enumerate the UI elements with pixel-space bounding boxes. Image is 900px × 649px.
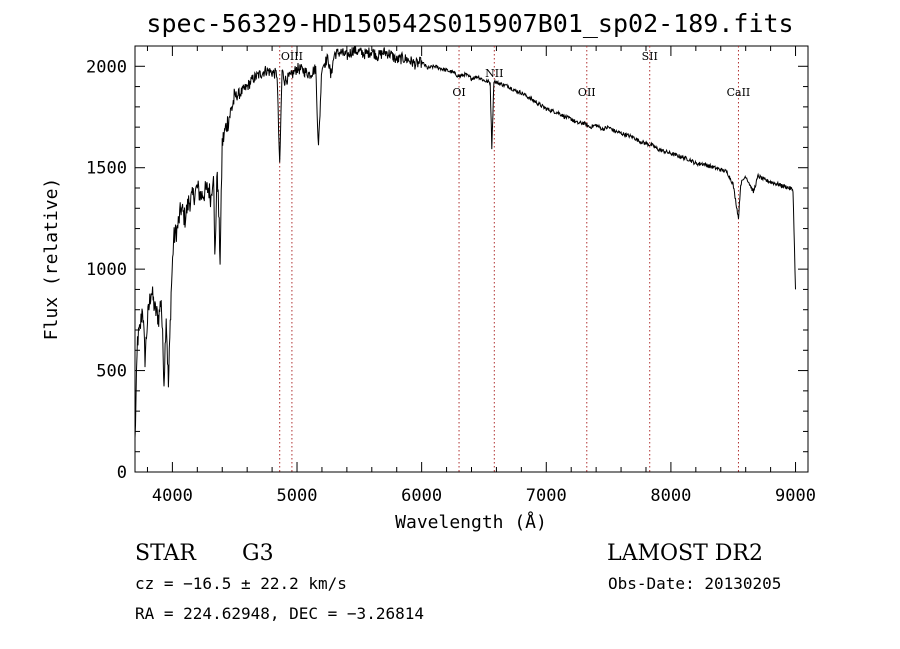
x-tick-label: 5000 [277,486,318,506]
reference-lines [279,46,739,472]
y-axis-label: Flux (relative) [41,178,62,341]
line-label-sii: SII [642,50,658,63]
line-label-caii: CaII [727,86,751,99]
ra-dec-coords: RA = 224.62948, DEC = −3.26814 [135,604,424,623]
x-tick-label: 4000 [152,486,193,506]
subclass: G3 [242,541,274,566]
redshift-cz: cz = −16.5 ± 22.2 km/s [135,574,347,593]
survey-name: LAMOST DR2 [607,541,763,566]
y-tick-label: 2000 [86,57,127,77]
line-label-oii: OII [578,86,596,99]
plot-frame [134,45,809,473]
line-label-oi: OI [452,86,465,99]
line-label-nii: NII [485,67,503,80]
x-tick-label: 9000 [775,486,816,506]
line-labels: OIII OI NII OII SII CaII [281,50,750,99]
y-tick-label: 0 [117,463,127,483]
line-label-oiii: OIII [281,50,303,63]
x-tick-label: 7000 [526,486,567,506]
object-class: STAR [135,541,197,566]
y-tick-label: 1500 [86,159,127,179]
x-axis-ticks: 4000 5000 6000 7000 8000 9000 [146,46,816,506]
y-axis-ticks: 0 500 1000 1500 2000 [86,45,808,483]
chart-title: spec-56329-HD150542S015907B01_sp02-189.f… [146,9,793,38]
y-tick-label: 500 [96,362,127,382]
x-axis-label: Wavelength (Å) [395,511,547,533]
x-tick-label: 8000 [650,486,691,506]
obs-date: Obs-Date: 20130205 [608,574,781,593]
spectrum-line [134,45,796,439]
y-tick-label: 1000 [86,260,127,280]
x-tick-label: 6000 [401,486,442,506]
